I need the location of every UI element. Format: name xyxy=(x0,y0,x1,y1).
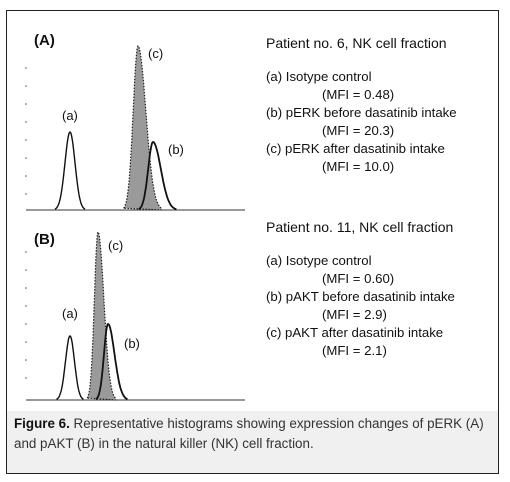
series-a-peak xyxy=(56,335,84,400)
y-tick-mark xyxy=(25,121,27,123)
y-tick-mark xyxy=(25,305,27,307)
legend-b-item-a: (a) Isotype control xyxy=(266,253,372,268)
series-c-peak xyxy=(86,230,117,401)
y-tick-mark xyxy=(25,193,27,195)
legend-a-mfi-b: (MFI = 20.3) xyxy=(322,123,395,138)
panel-a-title: Patient no. 6, NK cell fraction xyxy=(266,35,447,51)
caption-background xyxy=(7,411,498,473)
y-tick-mark xyxy=(25,377,27,379)
y-tick-mark xyxy=(25,139,27,141)
series-c-peak xyxy=(122,45,162,211)
legend-a-item-b: (b) pERK before dasatinib intake xyxy=(266,105,457,120)
y-tick-mark xyxy=(25,251,27,253)
legend-b-mfi-b: (MFI = 2.9) xyxy=(322,307,387,322)
figure-caption: Figure 6. Representative histograms show… xyxy=(14,414,484,454)
panel-a-label: (A) xyxy=(34,32,55,49)
legend-b-mfi-c: (MFI = 2.1) xyxy=(322,343,387,358)
series-a-peak xyxy=(54,131,86,210)
series-b-label: (b) xyxy=(124,336,140,351)
caption-text: Representative histograms showing expres… xyxy=(14,416,484,451)
y-tick-mark xyxy=(25,157,27,159)
y-tick-mark xyxy=(25,269,27,271)
series-b-peak xyxy=(95,322,128,401)
series-c-label: (c) xyxy=(108,238,123,253)
legend-a-mfi-c: (MFI = 10.0) xyxy=(322,159,395,174)
y-tick-mark xyxy=(25,359,27,361)
panel-b-title: Patient no. 11, NK cell fraction xyxy=(266,219,454,235)
series-a-label: (a) xyxy=(62,306,78,321)
panel-b-histogram: (a) (b) (c) xyxy=(25,230,245,401)
y-tick-mark xyxy=(25,341,27,343)
legend-b-item-b: (b) pAKT before dasatinib intake xyxy=(266,289,455,304)
legend-a-item-c: (c) pERK after dasatinib intake xyxy=(266,141,445,156)
panel-a-legend: Patient no. 6, NK cell fraction (a) Isot… xyxy=(266,34,457,176)
panel-a-histogram: (a) (b) (c) xyxy=(25,45,245,211)
y-tick-mark xyxy=(25,323,27,325)
y-tick-mark xyxy=(25,67,27,69)
y-tick-mark xyxy=(25,175,27,177)
y-tick-mark xyxy=(25,103,27,105)
legend-a-item-a: (a) Isotype control xyxy=(266,69,372,84)
y-tick-mark xyxy=(25,85,27,87)
panel-b-label: (B) xyxy=(34,231,55,248)
panel-b-legend: Patient no. 11, NK cell fraction (a) Iso… xyxy=(266,218,455,360)
series-c-label: (c) xyxy=(148,46,163,61)
series-a-label: (a) xyxy=(62,108,78,123)
caption-label: Figure 6. xyxy=(14,416,70,431)
legend-b-item-c: (c) pAKT after dasatinib intake xyxy=(266,325,444,340)
y-tick-mark xyxy=(25,287,27,289)
legend-b-mfi-a: (MFI = 0.60) xyxy=(322,271,395,286)
series-b-label: (b) xyxy=(168,142,184,157)
series-b-peak xyxy=(138,141,177,211)
legend-a-mfi-a: (MFI = 0.48) xyxy=(322,87,395,102)
